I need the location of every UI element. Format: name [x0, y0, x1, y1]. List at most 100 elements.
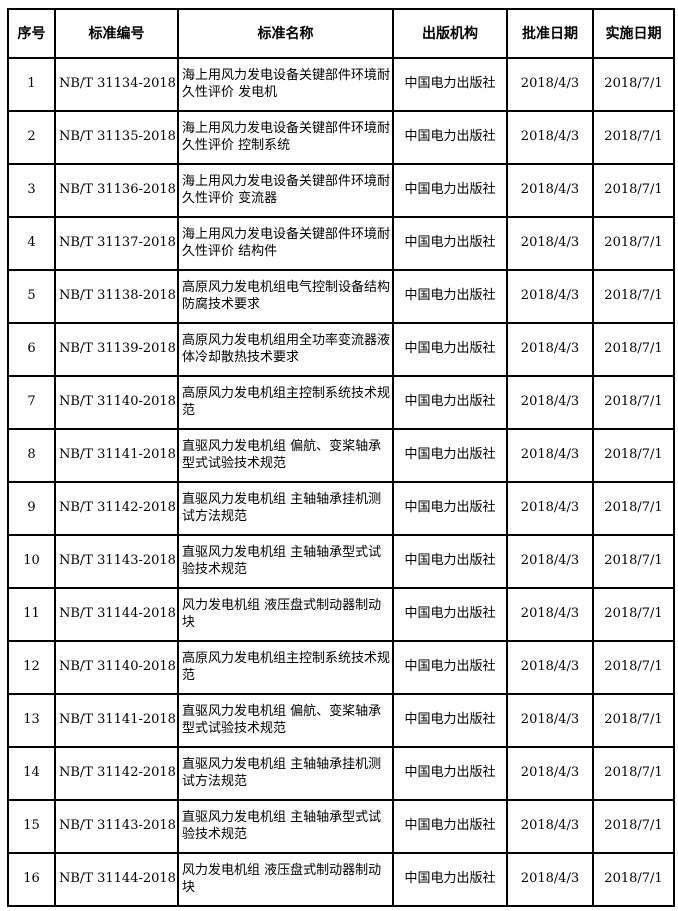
header-implementation-date: 实施日期: [592, 8, 675, 59]
cell-publisher: 中国电力出版社: [392, 375, 508, 430]
cell-approval-date: 2018/4/3: [506, 375, 594, 430]
cell-publisher: 中国电力出版社: [392, 163, 508, 218]
cell-approval-date: 2018/4/3: [506, 852, 594, 907]
cell-serial-number: 9: [7, 481, 56, 536]
table-row: 7 NB/T 31140-2018 高原风力发电机组主控制系统技术规范 中国电力…: [7, 375, 675, 430]
table-row: 8 NB/T 31141-2018 直驱风力发电机组 偏航、变桨轴承型式试验技术…: [7, 428, 675, 483]
table-body: 1 NB/T 31134-2018 海上用风力发电设备关键部件环境耐久性评价 发…: [7, 57, 675, 907]
table-row: 11 NB/T 31144-2018 风力发电机组 液压盘式制动器制动块 中国电…: [7, 587, 675, 642]
cell-serial-number: 12: [7, 640, 56, 695]
cell-standard-name: 直驱风力发电机组 主轴轴承型式试验技术规范: [177, 799, 394, 854]
cell-serial-number: 10: [7, 534, 56, 589]
cell-publisher: 中国电力出版社: [392, 693, 508, 748]
cell-approval-date: 2018/4/3: [506, 534, 594, 589]
table-row: 4 NB/T 31137-2018 海上用风力发电设备关键部件环境耐久性评价 结…: [7, 216, 675, 271]
cell-implementation-date: 2018/7/1: [592, 852, 675, 907]
header-standard-code: 标准编号: [54, 8, 179, 59]
cell-approval-date: 2018/4/3: [506, 640, 594, 695]
cell-publisher: 中国电力出版社: [392, 269, 508, 324]
cell-standard-code: NB/T 31142-2018: [54, 746, 179, 801]
cell-implementation-date: 2018/7/1: [592, 216, 675, 271]
cell-publisher: 中国电力出版社: [392, 481, 508, 536]
cell-standard-code: NB/T 31134-2018: [54, 57, 179, 112]
table-row: 16 NB/T 31144-2018 风力发电机组 液压盘式制动器制动块 中国电…: [7, 852, 675, 907]
cell-standard-code: NB/T 31143-2018: [54, 799, 179, 854]
cell-standard-code: NB/T 31141-2018: [54, 428, 179, 483]
cell-standard-name: 风力发电机组 液压盘式制动器制动块: [177, 852, 394, 907]
header-serial-number: 序号: [7, 8, 56, 59]
cell-serial-number: 11: [7, 587, 56, 642]
standards-table: 序号 标准编号 标准名称 出版机构 批准日期 实施日期 1 NB/T 31134…: [7, 8, 675, 907]
table-row: 9 NB/T 31142-2018 直驱风力发电机组 主轴轴承挂机测试方法规范 …: [7, 481, 675, 536]
cell-standard-name: 海上用风力发电设备关键部件环境耐久性评价 变流器: [177, 163, 394, 218]
cell-publisher: 中国电力出版社: [392, 216, 508, 271]
cell-publisher: 中国电力出版社: [392, 534, 508, 589]
cell-serial-number: 14: [7, 746, 56, 801]
cell-standard-name: 直驱风力发电机组 主轴轴承挂机测试方法规范: [177, 481, 394, 536]
cell-standard-code: NB/T 31140-2018: [54, 375, 179, 430]
header-standard-name: 标准名称: [177, 8, 394, 59]
cell-publisher: 中国电力出版社: [392, 746, 508, 801]
cell-publisher: 中国电力出版社: [392, 57, 508, 112]
cell-serial-number: 4: [7, 216, 56, 271]
cell-implementation-date: 2018/7/1: [592, 375, 675, 430]
cell-implementation-date: 2018/7/1: [592, 746, 675, 801]
cell-standard-code: NB/T 31141-2018: [54, 693, 179, 748]
cell-serial-number: 3: [7, 163, 56, 218]
table-row: 14 NB/T 31142-2018 直驱风力发电机组 主轴轴承挂机测试方法规范…: [7, 746, 675, 801]
cell-standard-name: 海上用风力发电设备关键部件环境耐久性评价 结构件: [177, 216, 394, 271]
cell-publisher: 中国电力出版社: [392, 110, 508, 165]
cell-publisher: 中国电力出版社: [392, 428, 508, 483]
table-row: 13 NB/T 31141-2018 直驱风力发电机组 偏航、变桨轴承型式试验技…: [7, 693, 675, 748]
cell-approval-date: 2018/4/3: [506, 163, 594, 218]
cell-approval-date: 2018/4/3: [506, 746, 594, 801]
cell-serial-number: 7: [7, 375, 56, 430]
cell-standard-name: 高原风力发电机组用全功率变流器液体冷却散热技术要求: [177, 322, 394, 377]
cell-standard-name: 高原风力发电机组主控制系统技术规范: [177, 375, 394, 430]
cell-approval-date: 2018/4/3: [506, 322, 594, 377]
cell-implementation-date: 2018/7/1: [592, 57, 675, 112]
cell-approval-date: 2018/4/3: [506, 799, 594, 854]
cell-standard-code: NB/T 31139-2018: [54, 322, 179, 377]
header-row: 序号 标准编号 标准名称 出版机构 批准日期 实施日期: [7, 8, 675, 59]
cell-implementation-date: 2018/7/1: [592, 640, 675, 695]
cell-approval-date: 2018/4/3: [506, 269, 594, 324]
cell-standard-code: NB/T 31144-2018: [54, 587, 179, 642]
cell-standard-name: 海上用风力发电设备关键部件环境耐久性评价 控制系统: [177, 110, 394, 165]
cell-serial-number: 1: [7, 57, 56, 112]
cell-standard-name: 高原风力发电机组电气控制设备结构防腐技术要求: [177, 269, 394, 324]
cell-serial-number: 6: [7, 322, 56, 377]
cell-publisher: 中国电力出版社: [392, 799, 508, 854]
cell-publisher: 中国电力出版社: [392, 852, 508, 907]
cell-standard-code: NB/T 31144-2018: [54, 852, 179, 907]
cell-standard-name: 风力发电机组 液压盘式制动器制动块: [177, 587, 394, 642]
header-approval-date: 批准日期: [506, 8, 594, 59]
cell-serial-number: 2: [7, 110, 56, 165]
cell-serial-number: 16: [7, 852, 56, 907]
cell-standard-code: NB/T 31135-2018: [54, 110, 179, 165]
cell-standard-code: NB/T 31140-2018: [54, 640, 179, 695]
cell-approval-date: 2018/4/3: [506, 587, 594, 642]
cell-standard-code: NB/T 31137-2018: [54, 216, 179, 271]
cell-implementation-date: 2018/7/1: [592, 322, 675, 377]
cell-approval-date: 2018/4/3: [506, 481, 594, 536]
cell-approval-date: 2018/4/3: [506, 216, 594, 271]
cell-implementation-date: 2018/7/1: [592, 587, 675, 642]
cell-serial-number: 8: [7, 428, 56, 483]
cell-standard-code: NB/T 31143-2018: [54, 534, 179, 589]
header-publisher: 出版机构: [392, 8, 508, 59]
cell-implementation-date: 2018/7/1: [592, 481, 675, 536]
cell-publisher: 中国电力出版社: [392, 322, 508, 377]
cell-implementation-date: 2018/7/1: [592, 163, 675, 218]
cell-standard-code: NB/T 31138-2018: [54, 269, 179, 324]
table-row: 1 NB/T 31134-2018 海上用风力发电设备关键部件环境耐久性评价 发…: [7, 57, 675, 112]
table-row: 5 NB/T 31138-2018 高原风力发电机组电气控制设备结构防腐技术要求…: [7, 269, 675, 324]
cell-approval-date: 2018/4/3: [506, 428, 594, 483]
cell-approval-date: 2018/4/3: [506, 693, 594, 748]
cell-implementation-date: 2018/7/1: [592, 428, 675, 483]
cell-standard-code: NB/T 31142-2018: [54, 481, 179, 536]
cell-implementation-date: 2018/7/1: [592, 693, 675, 748]
cell-standard-name: 直驱风力发电机组 主轴轴承挂机测试方法规范: [177, 746, 394, 801]
cell-standard-name: 直驱风力发电机组 偏航、变桨轴承型式试验技术规范: [177, 428, 394, 483]
